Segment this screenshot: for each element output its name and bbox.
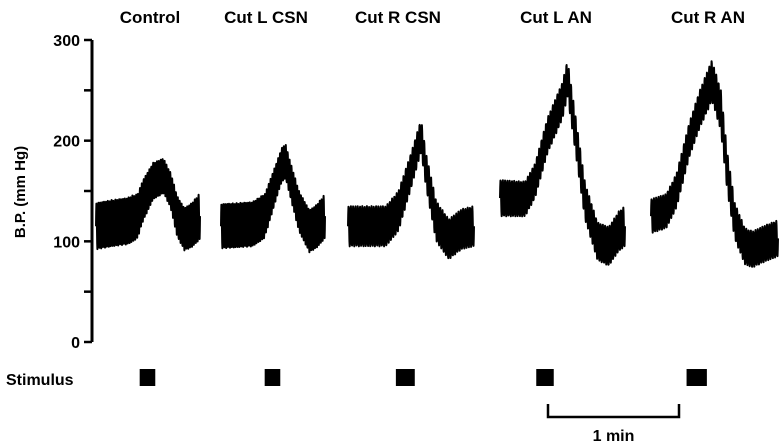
- bp-trace: [650, 60, 779, 268]
- scale-bar-label: 1 min: [593, 428, 635, 445]
- panel-title: Cut R AN: [671, 8, 745, 27]
- stimulus-bar: [536, 369, 554, 386]
- bp-trace: [95, 158, 201, 252]
- bp-trace: [499, 64, 626, 266]
- stimulus-bar: [686, 369, 707, 386]
- y-tick-label: 300: [53, 33, 80, 50]
- stimulus-bar: [264, 369, 281, 386]
- y-axis: 0 100 200 300 B.P. (mm Hg): [12, 33, 94, 352]
- panel-title: Cut L CSN: [224, 8, 308, 27]
- time-scale-bar: 1 min: [546, 404, 681, 445]
- panel-title: Cut L AN: [520, 8, 592, 27]
- bp-trace: [347, 123, 475, 260]
- stimulus-bars: [139, 369, 707, 386]
- panel-title: Cut R CSN: [355, 8, 441, 27]
- bp-trace: [220, 144, 326, 254]
- stimulus-bar: [139, 369, 156, 386]
- stimulus-bar: [395, 369, 415, 386]
- y-tick-label: 200: [53, 134, 80, 151]
- panel-title: Control: [120, 8, 180, 27]
- y-tick-label: 100: [53, 234, 80, 251]
- y-tick-label: 0: [71, 335, 80, 352]
- y-axis-label: B.P. (mm Hg): [12, 146, 29, 238]
- panel-titles: Control Cut L CSN Cut R CSN Cut L AN Cut R A…: [120, 8, 745, 27]
- bp-traces: [95, 60, 779, 268]
- y-ticks: 0 100 200 300: [53, 33, 92, 352]
- stimulus-row: Stimulus: [6, 369, 707, 389]
- stimulus-label: Stimulus: [6, 372, 74, 389]
- scale-bar-line: [546, 404, 681, 419]
